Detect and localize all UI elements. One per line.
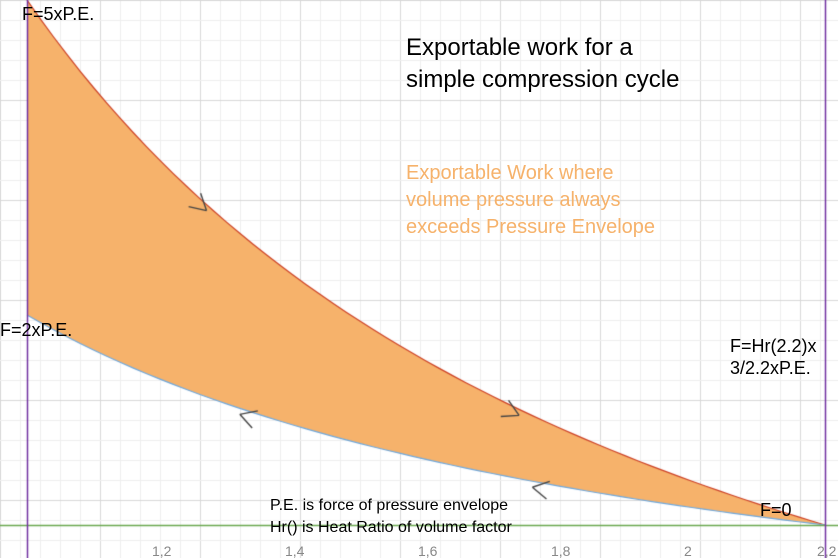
label-fhr-2: 3/2.2xP.E. [730, 358, 811, 379]
x-tick: 2 [684, 543, 692, 559]
footnote: P.E. is force of pressure envelopeHr() i… [270, 495, 512, 538]
label-f2pe: F=2xP.E. [0, 320, 72, 341]
x-tick: 1,8 [551, 543, 570, 559]
label-f0: F=0 [760, 500, 792, 521]
x-tick: 2,2 [817, 543, 836, 559]
label-fhr-1: F=Hr(2.2)x [730, 336, 817, 357]
x-tick: 1,4 [285, 543, 304, 559]
label-f5pe: F=5xP.E. [22, 4, 94, 25]
chart-title: Exportable work for asimple compression … [406, 32, 679, 97]
x-tick: 1,2 [152, 543, 171, 559]
x-tick: 1,6 [418, 543, 437, 559]
orange-caption: Exportable Work wherevolume pressure alw… [406, 160, 655, 241]
